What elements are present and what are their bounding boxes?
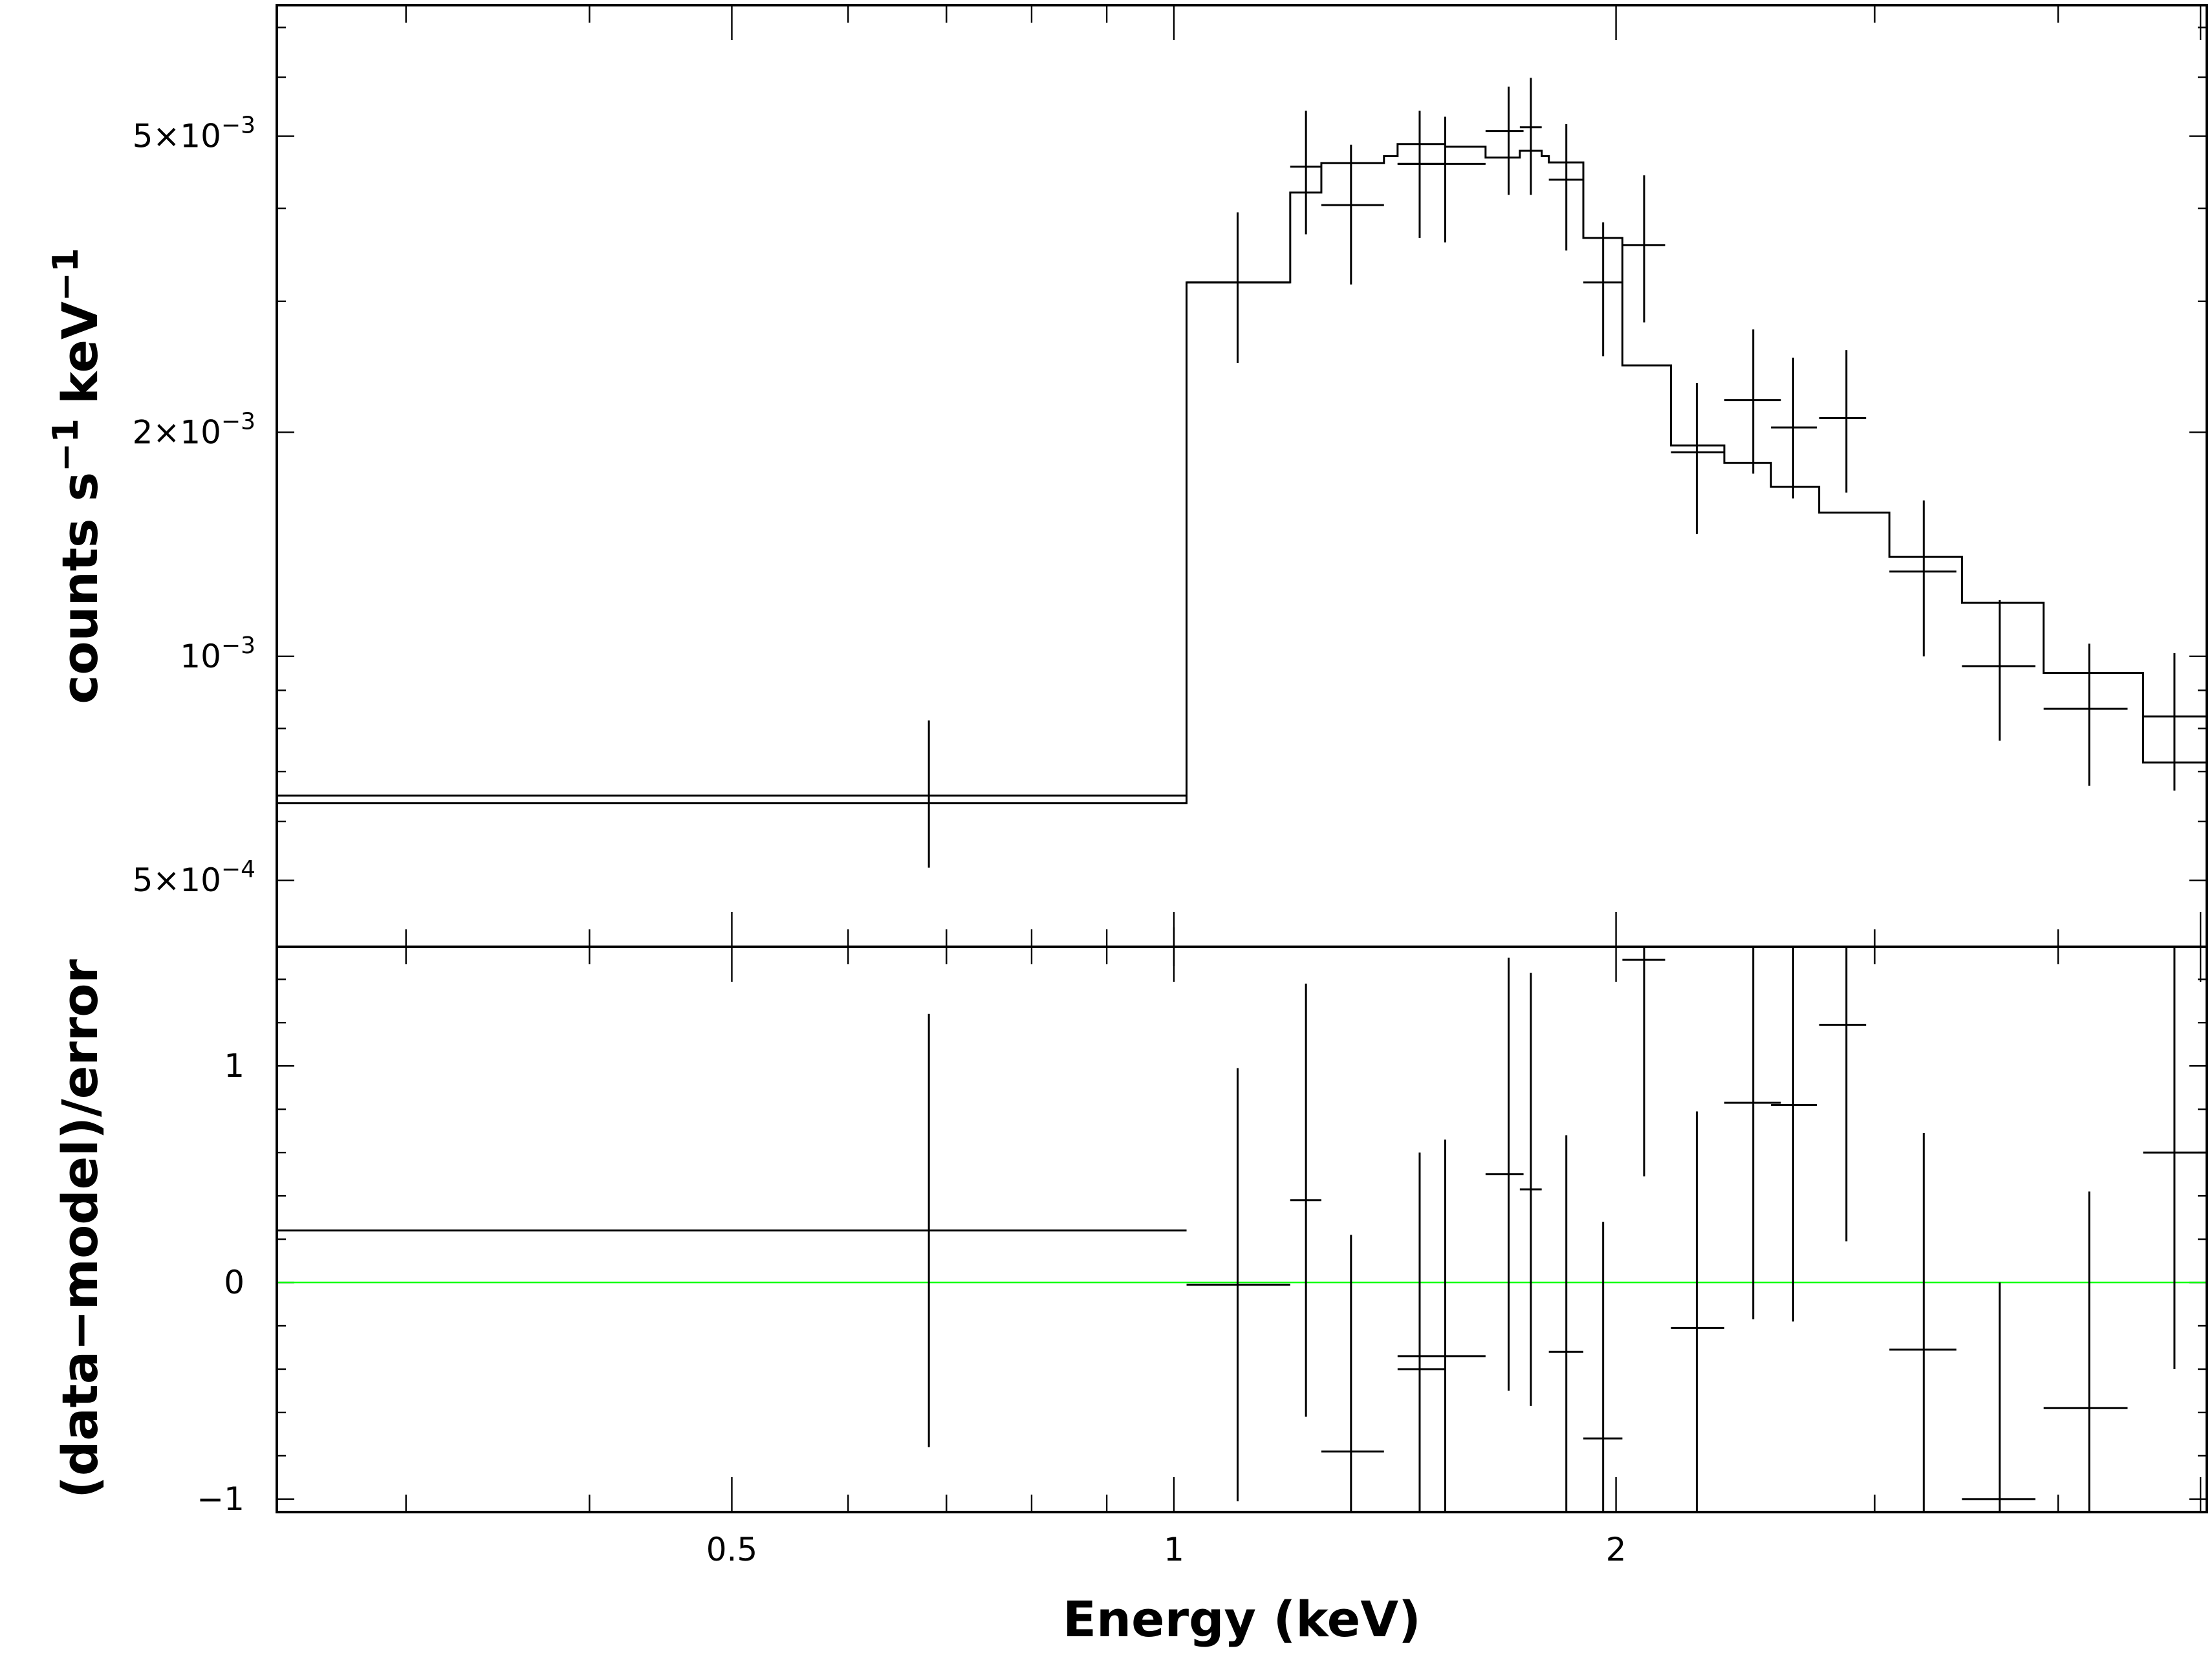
- spectrum-ticks: [277, 5, 2207, 966]
- residual-point: [1485, 957, 1524, 1391]
- y-tick-label-base: 2×10: [133, 413, 221, 451]
- residual-point: [1548, 1135, 1583, 1512]
- residual-point: [1724, 947, 1781, 1319]
- resid-y-tick-label: 0: [224, 1264, 244, 1301]
- data-point: [1485, 86, 1524, 195]
- residual-point: [1889, 1132, 1957, 1512]
- y-axis-title-spectrum: counts s−1keV−1: [45, 248, 109, 704]
- data-point: [1321, 144, 1384, 285]
- data-point: [1671, 383, 1724, 534]
- residual-point: [1771, 947, 1817, 1322]
- y-axis-title-exp1: −1: [45, 418, 86, 472]
- model-step-line: [277, 143, 2207, 805]
- y-axis-title-exp2: −1: [45, 248, 86, 301]
- y-tick-label: 2×10−3: [133, 408, 255, 451]
- residuals-ticks: [277, 947, 2207, 1512]
- data-point: [1397, 111, 1446, 238]
- residual-point: [1321, 1235, 1384, 1512]
- spectrum-panel: 5×10−410−32×10−35×10−3: [133, 4, 2208, 966]
- residual-point: [1819, 947, 1867, 1242]
- y-axis-title-residuals: (data−model)/error: [51, 959, 109, 1498]
- x-axis-title: Energy (keV): [1063, 1590, 1421, 1648]
- data-point: [1548, 124, 1583, 251]
- data-point: [1583, 222, 1623, 356]
- x-tick-labels: 0.5 1 2: [706, 1531, 1627, 1568]
- residual-point: [1622, 947, 1665, 1176]
- data-point: [1397, 116, 1486, 243]
- y-tick-label-exp: −3: [221, 408, 255, 435]
- residual-point: [1519, 973, 1542, 1406]
- data-point: [2143, 653, 2207, 791]
- residual-point: [2043, 1191, 2128, 1512]
- data-point: [2043, 644, 2128, 786]
- residual-point: [1583, 1222, 1623, 1512]
- y-tick-label-base: 10: [180, 638, 221, 675]
- data-point: [1622, 175, 1665, 323]
- y-tick-label: 10−3: [180, 633, 255, 675]
- data-points: [277, 78, 2207, 868]
- data-point: [1186, 212, 1290, 363]
- residual-point: [1671, 1111, 1724, 1512]
- x-tick-label: 2: [1606, 1531, 1627, 1568]
- data-point: [277, 720, 1187, 868]
- resid-y-tick-label: −1: [197, 1480, 244, 1518]
- x-tick-label: 1: [1164, 1531, 1184, 1568]
- residuals-plot-frame: [276, 946, 2208, 1513]
- data-point: [1290, 111, 1321, 235]
- y-tick-label-base: 5×10: [133, 861, 221, 899]
- data-point: [1962, 600, 2035, 741]
- model-step-histogram: [277, 143, 2207, 805]
- y-axis-title-counts: counts s: [51, 472, 109, 704]
- residuals-y-tick-labels: −1 0 1: [197, 1047, 244, 1518]
- data-point: [1519, 78, 1542, 195]
- residual-point: [1186, 1068, 1290, 1502]
- y-tick-label-exp: −4: [221, 856, 255, 883]
- residuals-panel: −1 0 1 0.5 1 2: [197, 946, 2208, 1568]
- residual-point: [1397, 1152, 1446, 1512]
- residual-point: [1397, 1140, 1486, 1512]
- residual-point: [277, 1013, 1187, 1447]
- y-tick-label-exp: −3: [221, 113, 255, 139]
- data-point: [1724, 329, 1781, 474]
- y-tick-label: 5×10−3: [133, 113, 255, 155]
- spectrum-y-tick-labels: 5×10−410−32×10−35×10−3: [133, 113, 255, 900]
- y-axis-title-kev: keV: [51, 301, 109, 404]
- residual-point: [1962, 1282, 2035, 1512]
- resid-y-tick-label: 1: [224, 1047, 244, 1085]
- data-point: [1889, 500, 1957, 656]
- data-point: [1771, 357, 1817, 499]
- data-point: [1819, 350, 1867, 493]
- y-tick-label-exp: −3: [221, 633, 255, 659]
- spectrum-plot-frame: [276, 4, 2208, 948]
- y-tick-label-base: 5×10: [133, 118, 221, 155]
- residual-points: [277, 947, 2207, 1512]
- y-tick-label: 5×10−4: [133, 856, 255, 899]
- x-tick-label: 0.5: [706, 1531, 758, 1568]
- residual-point: [2143, 947, 2207, 1369]
- residual-point: [1290, 983, 1321, 1417]
